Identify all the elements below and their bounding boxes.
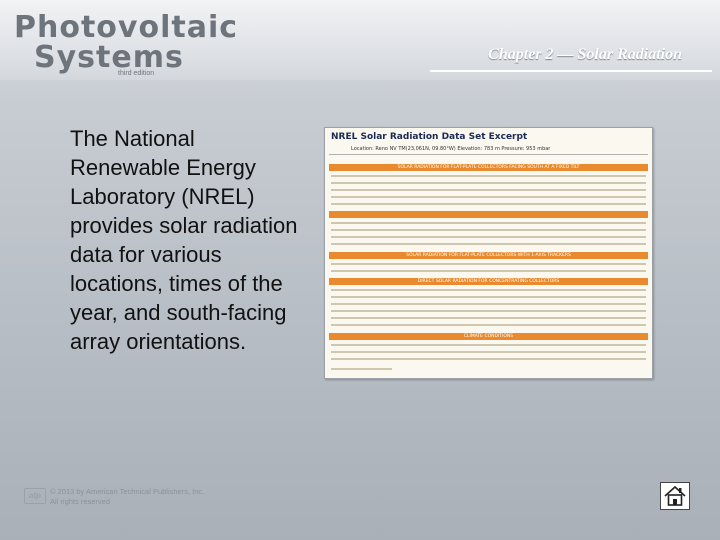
figure-section-band: CLIMATE CONDITIONS [329, 333, 648, 340]
figure-table-row [331, 236, 646, 238]
figure-table-row [331, 344, 646, 346]
nrel-data-figure: NREL Solar Radiation Data Set Excerpt Lo… [324, 127, 653, 379]
logo-title-line2: Systems [34, 40, 184, 75]
figure-section-band: DIRECT SOLAR RADIATION FOR CONCENTRATING… [329, 278, 648, 285]
figure-table-row [331, 351, 646, 353]
figure-table-row [331, 222, 646, 224]
publisher-logo: atp [24, 488, 46, 504]
figure-location-line: Location: Reno NV TM(23,061N, 09.80°W) E… [351, 146, 551, 152]
logo-title-line1: Photovoltaic [14, 10, 239, 45]
figure-section-band: SOLAR RADIATION FOR FLAT-PLATE COLLECTOR… [329, 252, 648, 259]
figure-table-row [331, 175, 646, 177]
body-text: The National Renewable Energy Laboratory… [70, 126, 298, 354]
figure-table-row [331, 270, 646, 272]
chapter-title-rule [430, 70, 712, 72]
figure-table-row [331, 303, 646, 305]
home-icon [664, 485, 686, 506]
figure-table-row [331, 182, 646, 184]
figure-rule [329, 154, 648, 155]
figure-table-row [331, 196, 646, 198]
chapter-title: Chapter 2 — Solar Radiation [488, 46, 682, 63]
home-button[interactable] [660, 482, 690, 510]
figure-table-row [331, 296, 646, 298]
figure-table-row [331, 317, 646, 319]
figure-table-row [331, 324, 646, 326]
copyright-line: © 2013 by American Technical Publishers,… [50, 487, 205, 496]
header-band [0, 0, 720, 80]
figure-section-band: SOLAR RADIATION FOR FLAT-PLATE COLLECTOR… [329, 164, 648, 171]
figure-table-row [331, 229, 646, 231]
figure-table-row [331, 243, 646, 245]
rights-line: All rights reserved [50, 497, 111, 506]
figure-table-row [331, 310, 646, 312]
copyright-notice: © 2013 by American Technical Publishers,… [50, 487, 204, 507]
logo-edition: third edition [118, 70, 155, 77]
figure-title: NREL Solar Radiation Data Set Excerpt [331, 132, 528, 142]
figure-table-row [331, 203, 646, 205]
figure-footnote [331, 368, 392, 370]
figure-table-row [331, 263, 646, 265]
figure-section-band [329, 211, 648, 218]
figure-table-row [331, 358, 646, 360]
figure-table-row [331, 189, 646, 191]
figure-table-row [331, 289, 646, 291]
